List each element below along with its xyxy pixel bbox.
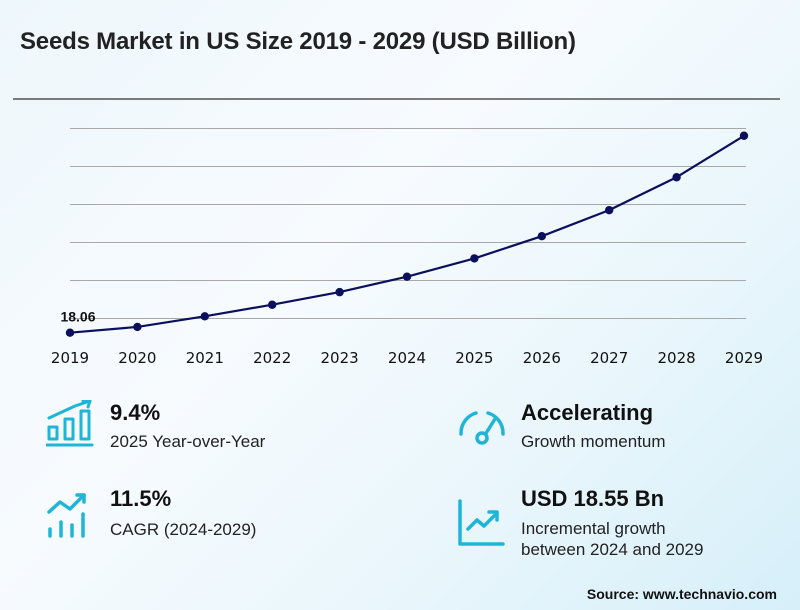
stat-yoy: 9.4% 2025 Year-over-Year [46,398,366,458]
data-points [65,131,749,337]
data-point [739,131,749,140]
stat-value: Accelerating [521,400,654,425]
x-tick-label: 2028 [658,349,696,367]
source-credit: Source: www.technavio.com [586,586,777,602]
chart-title: Seeds Market in US Size 2019 - 2029 (USD… [20,28,576,55]
x-axis-ticks: 2019 2020 2021 2022 2023 2024 2025 2026 2027 2028… [51,349,763,367]
gridlines [70,128,746,319]
x-tick-label: 2022 [253,349,291,367]
x-tick-label: 2029 [725,349,763,367]
bar-chart-growth-icon [46,400,94,447]
stat-value: USD 18.55 Bn [521,486,665,511]
stat-value: 9.4% [110,400,161,425]
x-tick-label: 2027 [590,349,628,367]
data-point [133,322,142,332]
data-point [537,232,546,241]
stat-label-line-1: Incremental growth [521,519,666,538]
stat-cagr: 11.5% CAGR (2024-2029) [46,484,366,544]
x-tick-label: 2021 [186,349,224,367]
speedometer-icon [459,411,505,445]
stat-value: 11.5% [110,486,172,511]
data-label: 18.06 [60,309,95,325]
stat-incremental-growth: USD 18.55 Bn Incremental growth between … [457,484,777,564]
data-labels: 18.06 [60,309,95,325]
data-point [470,254,479,263]
data-point [402,272,412,281]
x-tick-label: 2024 [388,349,426,367]
series-line [69,134,745,334]
data-point [672,173,681,182]
line-chart: 18.06 2019 2020 2021 2022 2023 2024 2025 2026 20… [51,128,763,367]
trend-bars-icon [47,493,86,538]
stat-label: 2025 Year-over-Year [110,432,266,451]
data-point [65,328,75,337]
line-chart-up-icon [458,499,505,546]
stat-momentum: Accelerating Growth momentum [457,398,777,458]
data-point [268,300,277,309]
data-point [200,312,209,321]
x-tick-label: 2019 [51,349,89,367]
stat-label: CAGR (2024-2029) [110,520,257,539]
x-tick-label: 2026 [523,349,561,367]
x-tick-label: 2023 [321,349,359,367]
series-line-layer [69,134,745,334]
x-tick-label: 2020 [118,349,156,367]
title-divider [13,98,780,100]
data-point [335,287,344,297]
stat-label: Growth momentum [521,432,666,451]
data-point [605,205,614,215]
x-tick-label: 2025 [455,349,493,367]
stat-label-line-2: between 2024 and 2029 [521,540,704,559]
